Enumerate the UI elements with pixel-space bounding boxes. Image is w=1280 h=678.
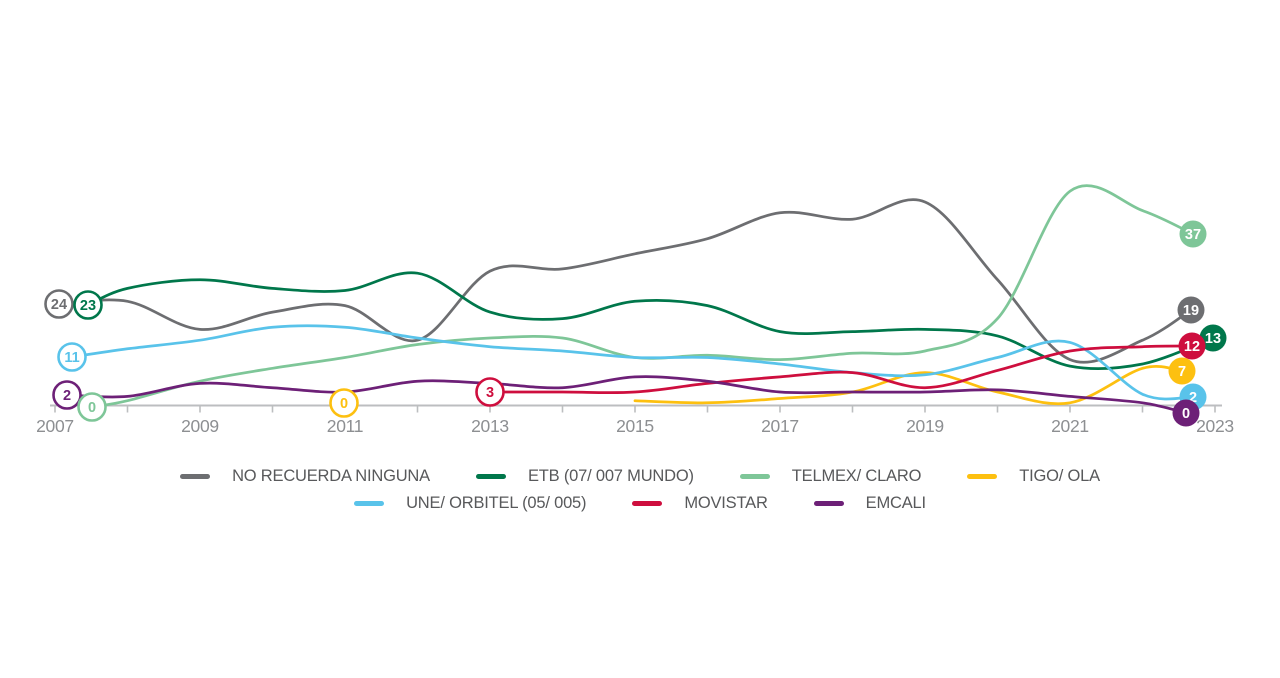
badge-circle (1172, 399, 1200, 427)
badge-circle (329, 388, 359, 418)
x-axis-label-2011: 2011 (327, 416, 363, 436)
badge-value: 0 (1182, 406, 1190, 422)
legend-label-tigo-ola: TIGO/ OLA (1019, 467, 1100, 485)
legend-label-une-orbitel: UNE/ ORBITEL (05/ 005) (406, 494, 587, 512)
value-badge-etb-13-2023: 13 (1199, 324, 1227, 352)
badge-value: 24 (51, 297, 67, 313)
series-line-etb (86, 271, 1215, 371)
legend-swatch-movistar (632, 500, 663, 507)
series-line-telmex-claro (90, 184, 1195, 409)
value-badge-emcali-0-2023: 0 (1172, 399, 1200, 427)
value-badge-une-orbitel-11-2007: 11 (57, 342, 87, 372)
badge-value: 23 (80, 298, 96, 314)
value-badge-telmex-claro-0-2007: 0 (77, 392, 107, 422)
badge-value: 37 (1185, 227, 1201, 243)
x-axis-label-2013: 2013 (471, 416, 509, 436)
badge-value: 11 (64, 350, 79, 366)
series-line-une-orbitel (70, 324, 1195, 401)
badge-value: 12 (1184, 339, 1200, 355)
legend-row-1: NO RECUERDA NINGUNA ETB (07/ 007 MUNDO) TE… (180, 467, 1100, 486)
value-badge-tigo-ola-7-2023: 7 (1168, 357, 1196, 385)
legend-swatch-no-recuerda-ninguna (180, 473, 211, 480)
legend-swatch-tigo-ola (967, 473, 998, 480)
x-axis-label-2021: 2021 (1051, 416, 1089, 436)
legend-label-emcali: EMCALI (865, 494, 926, 512)
badge-value: 19 (1183, 303, 1199, 319)
series-line-movistar (488, 344, 1194, 395)
badge-circle (44, 289, 74, 319)
badge-value: 0 (340, 396, 348, 412)
value-badge-emcali-2-2007: 2 (52, 380, 82, 410)
legend-label-telmex-claro: TELMEX/ CLARO (791, 467, 922, 485)
value-badge-movistar-12-2023: 12 (1178, 332, 1206, 360)
series-line-tigo-ola (633, 365, 1184, 406)
x-axis-label-2023: 2023 (1196, 416, 1234, 436)
badge-circle (475, 377, 505, 407)
badge-circle (1179, 220, 1207, 248)
legend-item-telmex-claro: TELMEX/ CLARO (739, 467, 922, 486)
badge-value: 2 (63, 388, 71, 404)
badge-circle (73, 290, 103, 320)
badge-circle (1168, 357, 1196, 385)
legend-swatch-etb (475, 473, 506, 480)
legend-item-tigo-ola: TIGO/ OLA (967, 467, 1100, 486)
badge-circle (52, 380, 82, 410)
chart-container: 2007 2009 2011 2013 2015 2017 2019 2021 2023 24 23… (36, 184, 1234, 436)
x-axis-label-2015: 2015 (616, 416, 654, 436)
value-badge-no-recuerda-ninguna-24-2007: 24 (44, 289, 74, 319)
legend-swatch-telmex-claro (739, 473, 770, 480)
badge-value: 13 (1205, 331, 1221, 347)
legend-item-etb: ETB (07/ 007 MUNDO) (475, 467, 694, 486)
legend-label-movistar: MOVISTAR (684, 494, 768, 512)
badge-value: 2 (1189, 390, 1197, 406)
legend-swatch-une-orbitel (354, 500, 385, 507)
badge-value: 7 (1178, 364, 1186, 380)
x-axis-label-2009: 2009 (181, 416, 219, 436)
legend-item-une-orbitel: UNE/ ORBITEL (05/ 005) (354, 494, 587, 513)
series-line-no-recuerda-ninguna (57, 198, 1193, 364)
legend-item-emcali: EMCALI (813, 494, 926, 513)
value-badge-etb-23-2007: 23 (73, 290, 103, 320)
badge-value: 3 (486, 385, 494, 401)
x-axis-label-2007: 2007 (36, 416, 74, 436)
legend-row-2: UNE/ ORBITEL (05/ 005) MOVISTAR EMCALI (354, 494, 926, 513)
legend-item-no-recuerda-ninguna: NO RECUERDA NINGUNA (180, 467, 430, 486)
value-badge-tigo-ola-0-2011: 0 (329, 388, 359, 418)
x-axis-label-2019: 2019 (906, 416, 944, 436)
badge-value: 0 (88, 400, 96, 416)
value-badge-no-recuerda-ninguna-19-2023: 19 (1177, 296, 1205, 324)
value-badge-movistar-3-2013: 3 (475, 377, 505, 407)
badge-circle (1199, 324, 1227, 352)
legend-label-etb: ETB (07/ 007 MUNDO) (527, 467, 694, 485)
badge-circle (1177, 296, 1205, 324)
badge-circle (1178, 332, 1206, 360)
legend-swatch-emcali (813, 500, 844, 507)
badge-circle (57, 342, 87, 372)
badge-circle (77, 392, 107, 422)
legend-item-movistar: MOVISTAR (632, 494, 768, 513)
legend-label-no-recuerda-ninguna: NO RECUERDA NINGUNA (232, 467, 430, 485)
chart-legend: NO RECUERDA NINGUNA ETB (07/ 007 MUNDO) TE… (0, 467, 1280, 513)
series-line-emcali (65, 375, 1188, 415)
value-badge-telmex-claro-37-2023: 37 (1179, 220, 1207, 248)
x-axis-label-2017: 2017 (761, 416, 799, 436)
